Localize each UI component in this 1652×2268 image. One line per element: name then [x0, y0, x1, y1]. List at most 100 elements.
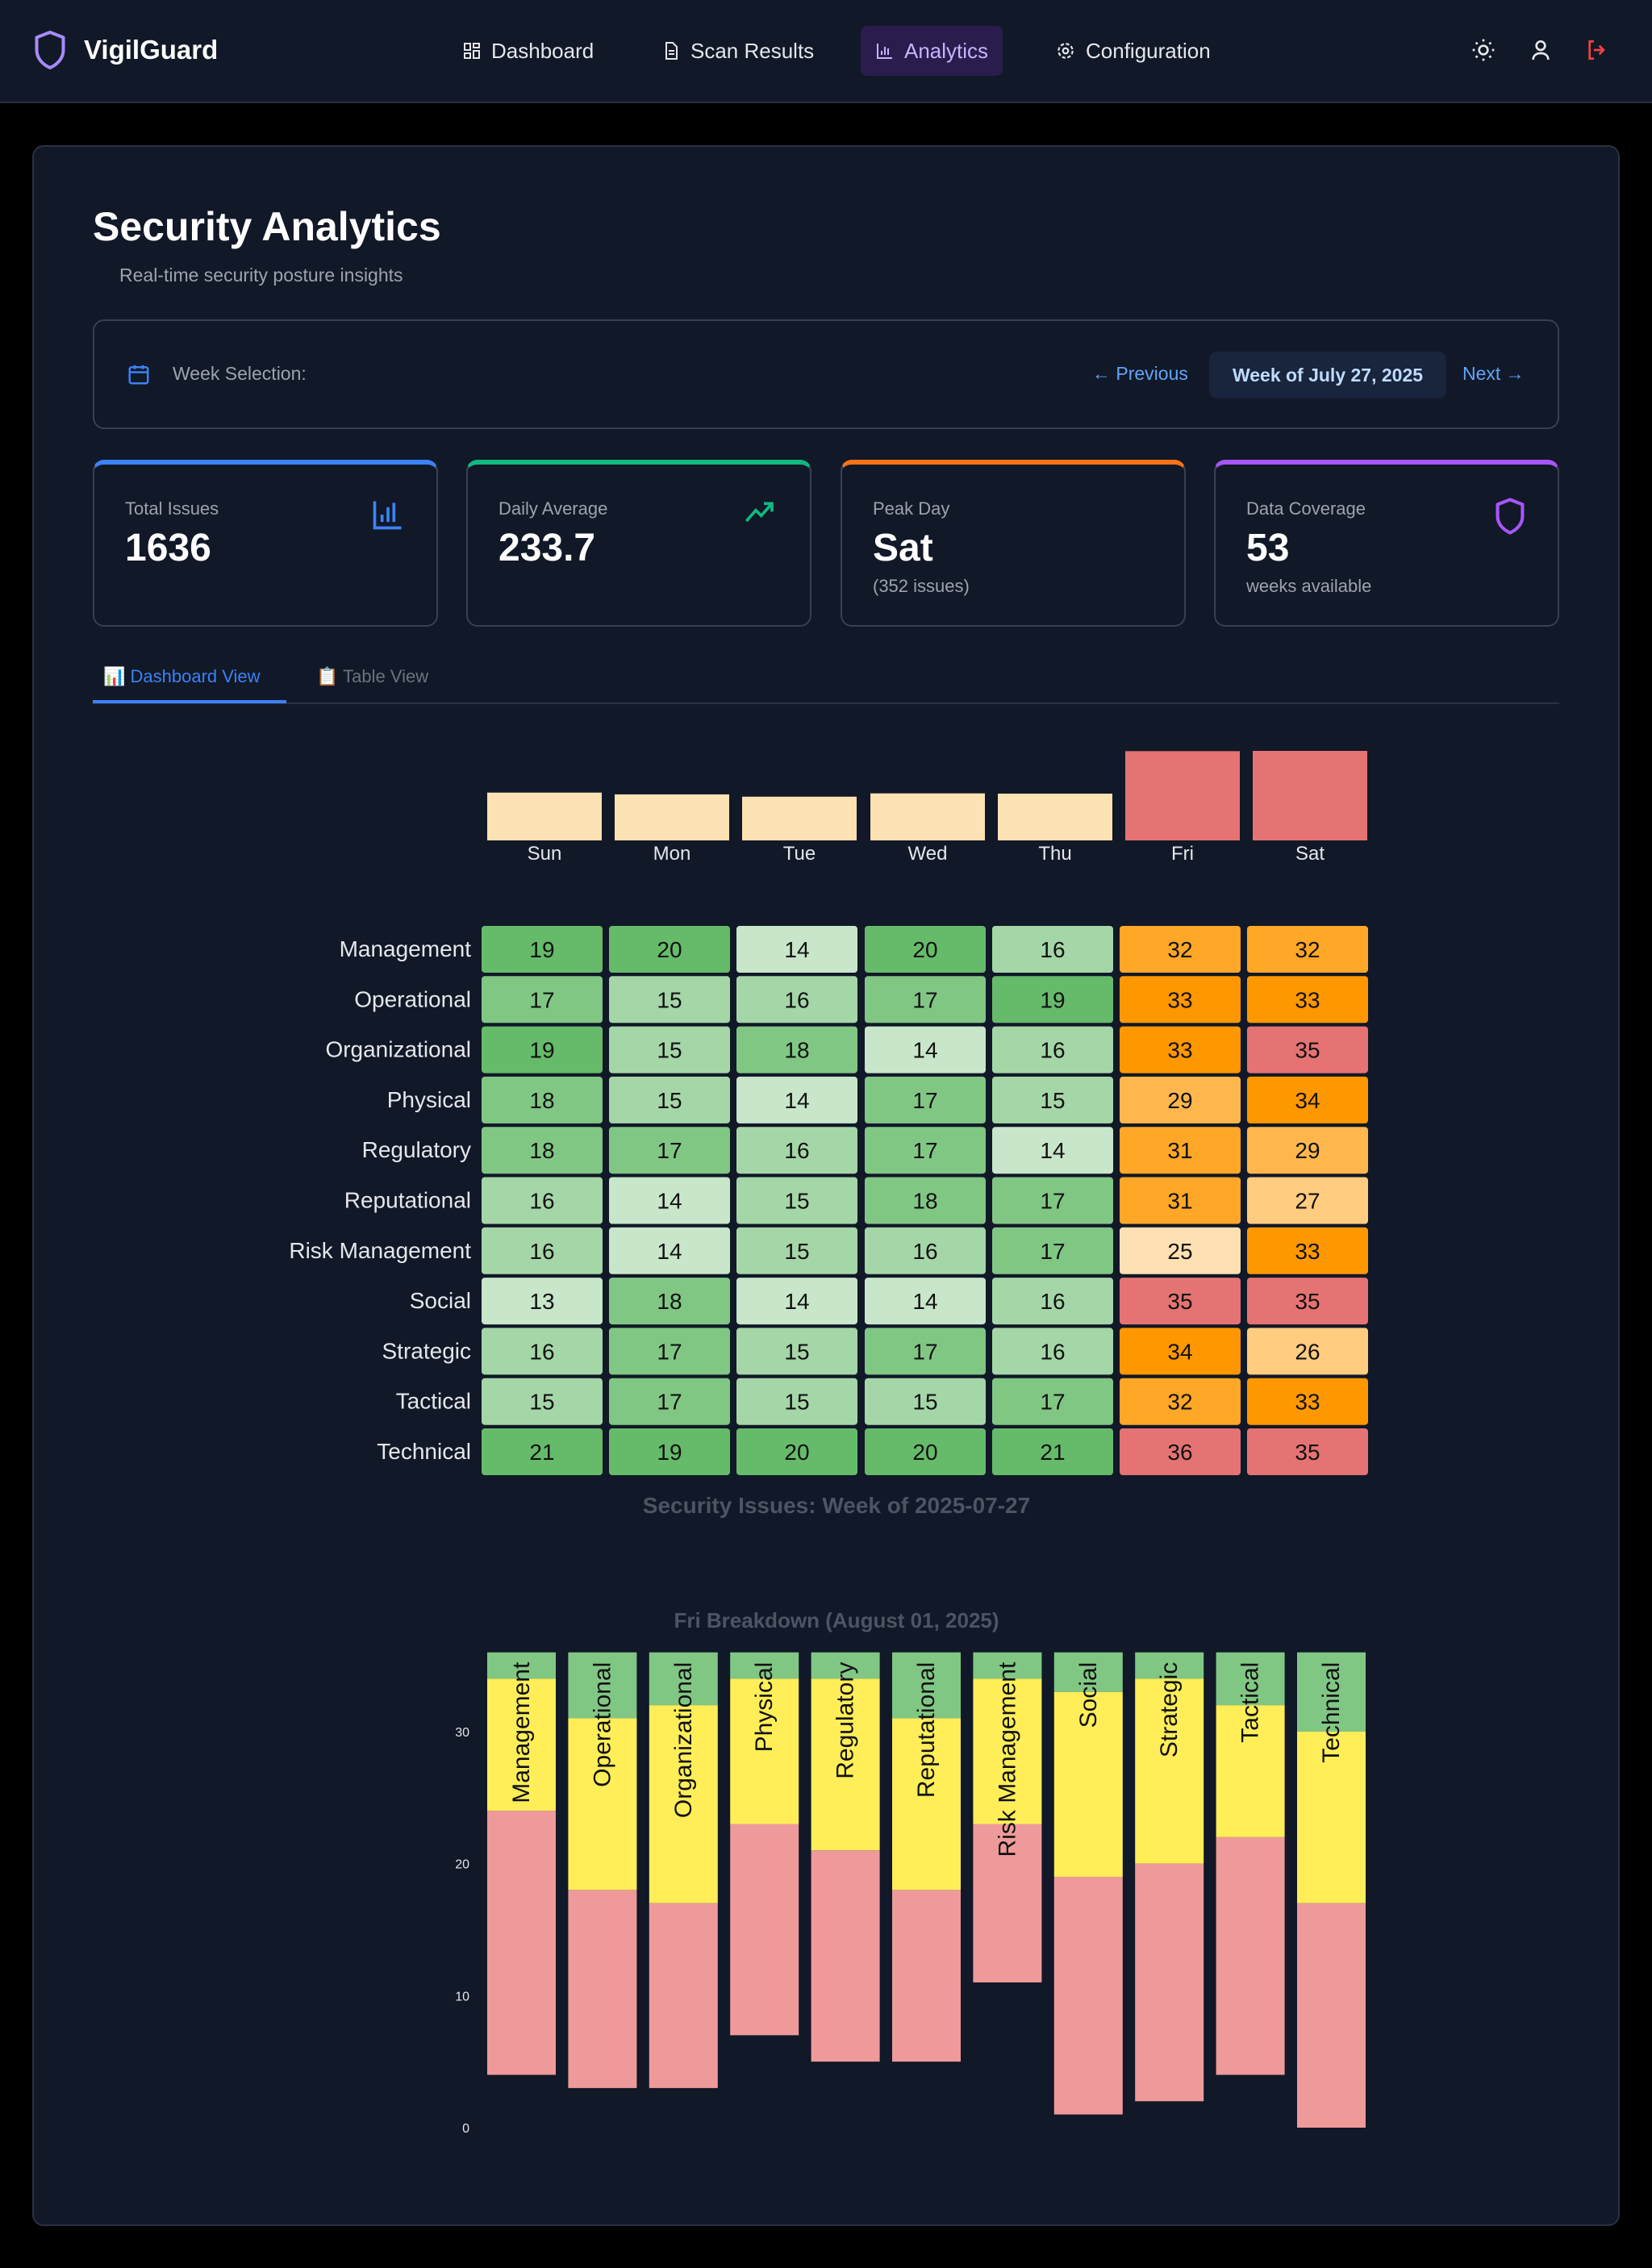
- heatmap-cell-value: 14: [657, 1239, 682, 1264]
- heatmap-cell: [609, 1127, 730, 1174]
- breakdown-segment: [1135, 1863, 1204, 2102]
- heatmap-cell-value: 19: [657, 1440, 682, 1465]
- breakdown-segment: [811, 1850, 880, 2062]
- breakdown-segment: [1053, 1691, 1123, 1877]
- day-label: Tue: [783, 843, 816, 865]
- heatmap-cell-value: 18: [529, 1138, 554, 1163]
- heatmap-row-label: Strategic: [382, 1338, 472, 1363]
- heatmap-cell-value: 16: [784, 987, 809, 1012]
- breakdown-segment: [649, 1652, 718, 1706]
- heatmap-cell-value: 35: [1167, 1289, 1192, 1314]
- heatmap-title: Security Issues: Week of 2025-07-27: [643, 1493, 1030, 1518]
- heatmap-cell-value: 14: [784, 1289, 809, 1314]
- nav-configuration[interactable]: Configuration: [1041, 26, 1225, 76]
- tab-table-view[interactable]: 📋 Table View: [316, 666, 429, 686]
- heatmap-cell: [865, 1328, 986, 1375]
- nav-label: Analytics: [904, 38, 989, 63]
- category-label: Technical: [1318, 1662, 1345, 1763]
- breakdown-segment: [649, 1903, 718, 2088]
- week-selector: Week Selection: ← Previous Week of July …: [93, 319, 1559, 429]
- heatmap-cell: [1247, 976, 1368, 1024]
- sun-icon[interactable]: [1471, 37, 1496, 63]
- bar-chart-icon: [877, 44, 892, 59]
- heatmap-cell-value: 17: [912, 1088, 937, 1113]
- breakdown-segment: [1135, 1652, 1204, 1679]
- breakdown-segment: [1297, 1652, 1366, 1732]
- day-label: Mon: [653, 843, 691, 865]
- heatmap-cell-value: 14: [1040, 1138, 1065, 1163]
- breakdown-segment: [730, 1824, 799, 2036]
- heatmap-row-label: Risk Management: [289, 1238, 471, 1263]
- heatmap-cell-value: 33: [1167, 987, 1192, 1012]
- daily-bar-wed: [870, 793, 985, 840]
- brand-logo[interactable]: VigilGuard: [32, 29, 218, 71]
- heatmap-cell: [992, 1026, 1113, 1074]
- heatmap-cell-value: 17: [1040, 1390, 1065, 1415]
- heatmap-cell: [1247, 926, 1368, 973]
- heatmap-cell: [482, 1428, 603, 1475]
- heatmap-cell: [1247, 1076, 1368, 1124]
- bar-chart-icon: [373, 501, 402, 530]
- heatmap-cell-value: 20: [657, 937, 682, 962]
- breakdown-segment: [811, 1652, 880, 1679]
- stat-sub: (352 issues): [873, 576, 970, 596]
- heatmap-cell-value: 16: [1040, 1289, 1065, 1314]
- user-icon[interactable]: [1528, 37, 1554, 63]
- heatmap-cell-value: 33: [1295, 1390, 1320, 1415]
- day-label: Sun: [528, 843, 562, 865]
- heatmap-cell: [736, 1378, 857, 1425]
- heatmap-cell: [1120, 1378, 1241, 1425]
- stat-card-daily-average: Daily Average 233.7: [466, 460, 811, 627]
- heatmap-cell-value: 19: [529, 1038, 554, 1063]
- breakdown-segment: [973, 1824, 1042, 1982]
- heatmap-cell-value: 35: [1295, 1038, 1320, 1063]
- nav-dashboard[interactable]: Dashboard: [448, 26, 608, 76]
- breakdown-segment: [892, 1890, 961, 2062]
- breakdown-segment: [1216, 1836, 1285, 2075]
- heatmap-cell-value: 17: [657, 1390, 682, 1415]
- breakdown-segment: [1216, 1652, 1285, 1706]
- category-label: Operational: [589, 1662, 615, 1787]
- heatmap-cell: [736, 1428, 857, 1475]
- heatmap-cell-value: 16: [784, 1138, 809, 1163]
- tab-dashboard-view[interactable]: 📊 Dashboard View: [103, 666, 261, 686]
- nav-analytics[interactable]: Analytics: [861, 26, 1003, 76]
- breakdown-segment: [568, 1718, 637, 1891]
- heatmap-cell-value: 16: [912, 1239, 937, 1264]
- heatmap-cell-value: 13: [529, 1289, 554, 1314]
- breakdown-segment: [973, 1678, 1042, 1824]
- stat-card-peak-day: Peak Day Sat (352 issues): [841, 460, 1186, 627]
- heatmap-cell: [865, 926, 986, 973]
- heatmap-row-label: Reputational: [344, 1188, 471, 1213]
- breakdown-segment: [649, 1705, 718, 1903]
- heatmap-cell-value: 20: [912, 937, 937, 962]
- stat-value: 53: [1246, 527, 1290, 569]
- stat-label: Peak Day: [873, 498, 950, 519]
- heatmap-cell-value: 21: [529, 1440, 554, 1465]
- heatmap-row-label: Social: [410, 1288, 471, 1313]
- nav-scan-results[interactable]: Scan Results: [647, 26, 828, 76]
- previous-week-button[interactable]: ← Previous: [1092, 363, 1188, 384]
- heatmap-cell: [482, 1227, 603, 1274]
- heatmap-cell: [609, 1177, 730, 1224]
- heatmap-cell: [482, 1127, 603, 1174]
- breakdown-segment: [568, 1890, 637, 2088]
- heatmap-cell-value: 17: [1040, 1239, 1065, 1264]
- daily-bar-fri: [1125, 751, 1240, 840]
- logout-icon[interactable]: [1584, 37, 1610, 63]
- page-subtitle: Real-time security posture insights: [119, 265, 403, 286]
- heatmap-cell-value: 17: [912, 1339, 937, 1364]
- heatmap-cell: [865, 1378, 986, 1425]
- heatmap-cell-value: 14: [657, 1189, 682, 1214]
- heatmap-cell-value: 15: [657, 987, 682, 1012]
- heatmap-cell: [609, 1227, 730, 1274]
- heatmap-cell: [1120, 1127, 1241, 1174]
- next-week-button[interactable]: Next →: [1462, 363, 1525, 384]
- heatmap-cell-value: 16: [1040, 1038, 1065, 1063]
- heatmap-cell: [992, 976, 1113, 1024]
- heatmap-cell-value: 17: [657, 1339, 682, 1364]
- breakdown-segment: [1135, 1678, 1204, 1864]
- heatmap-row-label: Tactical: [396, 1389, 471, 1414]
- heatmap-cell: [609, 1378, 730, 1425]
- heatmap-cell: [865, 1227, 986, 1274]
